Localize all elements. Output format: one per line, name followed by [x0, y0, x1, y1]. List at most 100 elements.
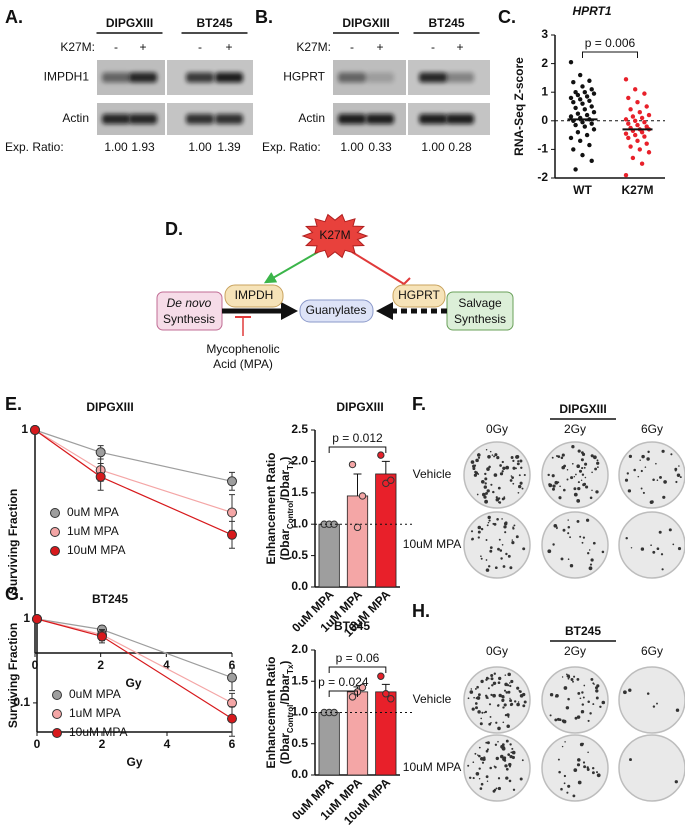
colony [476, 696, 481, 700]
culture-plate [618, 734, 685, 802]
colony [574, 716, 578, 720]
data-point [582, 90, 587, 95]
colony [499, 464, 502, 467]
legend-label: 1uM MPA [67, 524, 119, 538]
blot-band [186, 72, 214, 83]
colony [675, 708, 680, 712]
colony [468, 776, 472, 780]
panel-label: A. [5, 7, 23, 27]
data-point [635, 138, 640, 144]
colony [489, 450, 492, 453]
colony [505, 552, 508, 556]
colony [495, 756, 499, 761]
colony [507, 690, 511, 694]
blot-band [338, 114, 366, 124]
colony [473, 696, 475, 699]
data-point [580, 84, 585, 89]
hgprt-label: HGPRT [398, 288, 440, 302]
colony [639, 459, 641, 461]
colony [496, 518, 499, 521]
x-tick-label: WT [573, 183, 592, 197]
mpa-label: Mycophenolic [206, 342, 279, 356]
colony [642, 491, 645, 494]
colony [477, 456, 481, 459]
colony [509, 703, 513, 707]
y-axis-label: RNA-Seq Z-score [512, 57, 526, 156]
error-bar [353, 473, 362, 496]
colony [583, 482, 587, 486]
colony [581, 703, 585, 706]
colony [593, 455, 597, 460]
data-point [578, 138, 583, 144]
significance-bracket [328, 690, 358, 697]
colony [489, 766, 492, 770]
blot-band [102, 114, 130, 124]
colony [495, 787, 498, 790]
colony [475, 458, 479, 463]
colony [493, 522, 497, 526]
data-point [30, 425, 40, 435]
data-point [633, 87, 638, 92]
data-point [571, 79, 576, 85]
data-point [642, 91, 647, 96]
legend-marker [52, 709, 62, 719]
y-tick-label: 1.0 [291, 516, 308, 530]
replicate-point [377, 451, 385, 459]
colony [652, 478, 655, 481]
data-point [633, 132, 638, 138]
colony [581, 467, 584, 470]
colony [601, 700, 606, 705]
colony [582, 761, 586, 764]
colony [560, 456, 564, 460]
colony [520, 466, 523, 469]
colony [487, 454, 491, 459]
colony [668, 528, 672, 532]
data-point [591, 110, 597, 115]
colony [637, 475, 640, 478]
y-tick-label: -2 [537, 170, 548, 184]
colony [484, 499, 488, 504]
culture-plate [618, 441, 685, 509]
colony [522, 547, 526, 551]
colony [512, 459, 515, 463]
colony [518, 474, 521, 477]
colony [478, 746, 481, 749]
colony [492, 681, 497, 686]
mpa-label: Acid (MPA) [213, 357, 273, 371]
colony [554, 695, 557, 698]
colony [483, 485, 487, 489]
colony [523, 473, 526, 477]
colony [656, 547, 660, 551]
colony [507, 715, 510, 718]
colony [521, 487, 524, 490]
replicate-point [358, 492, 367, 500]
data-point [568, 135, 574, 141]
colony [678, 465, 680, 467]
dose-label: 0Gy [486, 422, 508, 436]
replicate-point [387, 476, 395, 484]
colony [591, 489, 593, 492]
significance-bracket [328, 666, 387, 673]
colony [649, 500, 654, 504]
y-tick-label: 0.0 [291, 767, 308, 781]
data-point [591, 91, 597, 96]
colony [474, 470, 477, 474]
colony [503, 496, 506, 498]
colony [503, 497, 506, 500]
colony [563, 782, 566, 785]
data-point [575, 111, 581, 116]
colony [558, 718, 562, 721]
treatment-label: 10uM MPA [403, 537, 461, 551]
colony [641, 454, 645, 459]
legend-marker [50, 527, 60, 537]
x-tick-label: 0 [32, 658, 39, 672]
colony [491, 684, 494, 687]
colony [587, 700, 590, 704]
colony [577, 758, 581, 762]
colony [497, 740, 499, 743]
colony [576, 464, 580, 469]
colony [510, 475, 513, 477]
y-axis-label: (DbarControl/DbarTx) [278, 457, 294, 561]
hgprt-box [392, 284, 446, 308]
colony [509, 699, 513, 703]
